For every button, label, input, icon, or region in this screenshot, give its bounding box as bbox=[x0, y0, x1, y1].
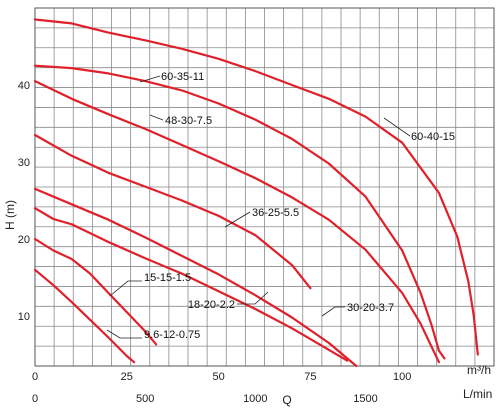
curve-label-48-30-7.5: 48-30-7.5 bbox=[165, 115, 212, 127]
leader-15-15-1.5 bbox=[109, 280, 142, 297]
y-tick: 10 bbox=[18, 311, 30, 323]
leader-60-35-11 bbox=[139, 75, 161, 83]
pump-curves: 60-40-15 60-35-11 48-30-7.5 36-25-5.5 30-20-… bbox=[33, 18, 479, 368]
curve-15-15-1.5 bbox=[33, 237, 158, 346]
x-tick-bottom: 500 bbox=[136, 393, 154, 405]
curve-60-35-11 bbox=[33, 64, 446, 360]
curve-label-60-40-15: 60-40-15 bbox=[411, 131, 455, 143]
curve-label-30-20-3.7: 30-20-3.7 bbox=[347, 302, 394, 314]
curve-9.6-12-0.75 bbox=[33, 268, 136, 364]
x-axis-title: Q bbox=[282, 393, 291, 407]
y-tick: 20 bbox=[18, 234, 30, 246]
x-tick-bottom: 1000 bbox=[243, 393, 267, 405]
curve-36-25-5.5 bbox=[33, 133, 312, 290]
x-tick-top: 25 bbox=[121, 371, 133, 383]
x-tick-top: 0 bbox=[32, 371, 38, 383]
curve-18-20-2.2 bbox=[33, 207, 349, 362]
curve-label-9.6-12-0.75: 9.6-12-0.75 bbox=[144, 329, 200, 341]
x-tick-top: 75 bbox=[304, 371, 316, 383]
curve-48-30-7.5 bbox=[33, 80, 440, 364]
curve-60-40-15 bbox=[33, 18, 479, 356]
curve-label-18-20-2.2: 18-20-2.2 bbox=[188, 299, 235, 311]
y-axis-title: H (m) bbox=[3, 200, 17, 230]
leader-48-30-7.5 bbox=[149, 114, 164, 121]
x-tick-top: 100 bbox=[393, 371, 411, 383]
y-tick-labels: 10 20 30 40 bbox=[18, 80, 30, 323]
curve-label-60-35-11: 60-35-11 bbox=[161, 71, 204, 83]
x-tick-top: 50 bbox=[212, 371, 224, 383]
grid bbox=[34, 7, 495, 367]
leader-18-20-2.2 bbox=[237, 291, 269, 305]
x-tick-bottom: 0 bbox=[32, 393, 38, 405]
leader-9.6-12-0.75 bbox=[106, 329, 142, 339]
x-tick-bottom: 1500 bbox=[353, 393, 377, 405]
leader-60-40-15 bbox=[383, 117, 411, 137]
y-tick: 40 bbox=[18, 80, 30, 92]
y-tick: 30 bbox=[18, 157, 30, 169]
curve-30-20-3.7 bbox=[33, 187, 358, 368]
curve-label-36-25-5.5: 36-25-5.5 bbox=[252, 207, 299, 219]
leader-36-25-5.5 bbox=[224, 211, 251, 228]
plot-frame bbox=[34, 7, 495, 367]
x-unit-bottom: L/min bbox=[463, 387, 492, 401]
leader-30-20-3.7 bbox=[321, 306, 345, 317]
x-unit-top: m³/h bbox=[467, 363, 491, 377]
x-tick-labels: 0 25 50 75 1000 500 1000 1500 bbox=[32, 371, 411, 405]
curve-label-15-15-1.5: 15-15-1.5 bbox=[144, 272, 191, 284]
